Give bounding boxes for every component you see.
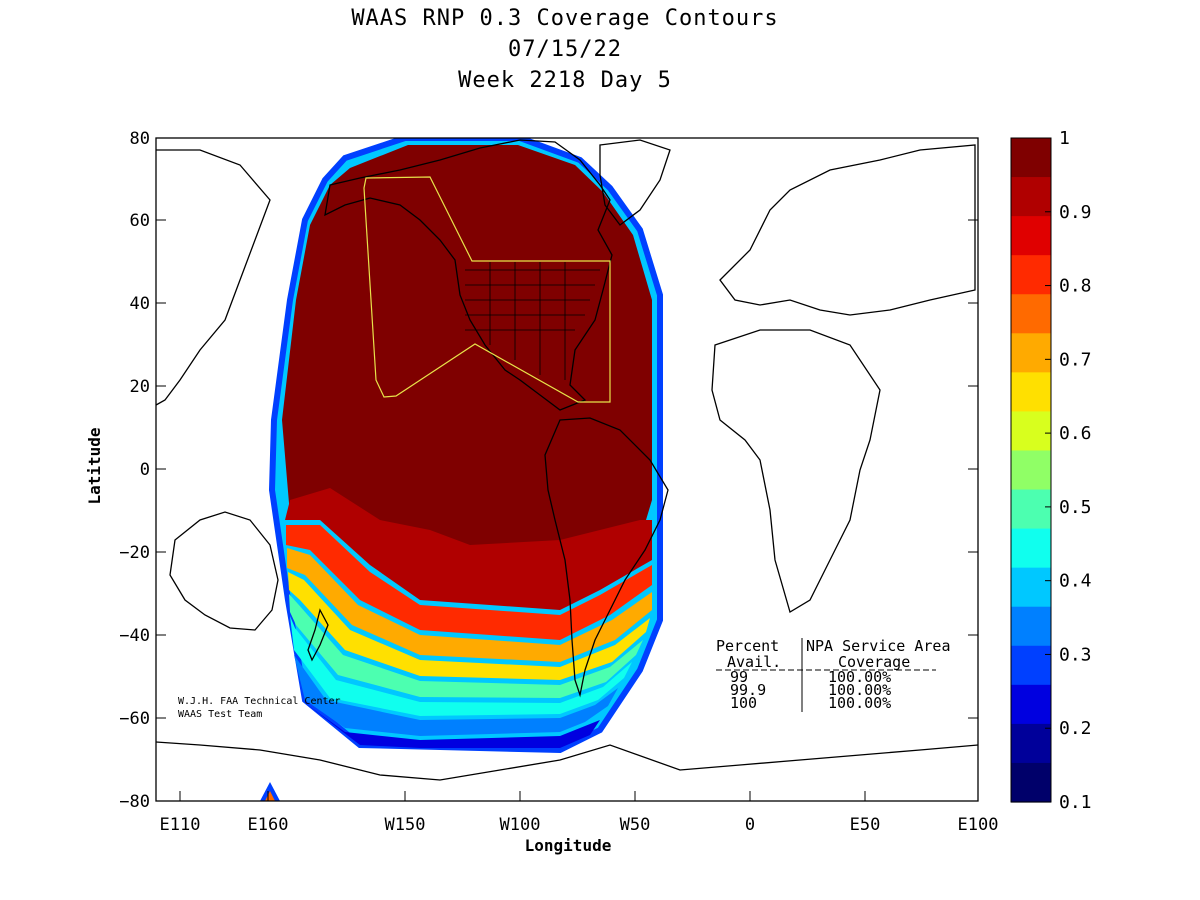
table-row-avail: 100	[730, 694, 757, 712]
table-header-left: Percent	[716, 637, 779, 655]
new-zealand-coast	[307, 608, 329, 662]
colorbar-band	[1011, 489, 1051, 530]
chart-date: 07/15/22	[508, 37, 622, 62]
africa-coast	[711, 329, 881, 613]
colorbar-tick-label: 0.8	[1059, 276, 1092, 297]
colorbar-tick-label: 0.1	[1059, 792, 1092, 813]
colorbar-band	[1011, 723, 1051, 764]
colorbar-band	[1011, 177, 1051, 217]
colorbar-tick-label: 0.6	[1059, 423, 1092, 444]
y-tick-labels: 80 60 40 20 0 −20 −40 −60 −80	[119, 129, 150, 812]
contour-level-02	[305, 703, 600, 748]
colorbar-tick-label: 0.3	[1059, 644, 1092, 665]
table-header-right: NPA Service Area	[806, 637, 951, 655]
axis-ticks	[156, 219, 978, 801]
contour-level-04	[290, 616, 632, 716]
contour-level-09	[285, 488, 652, 610]
us-states	[465, 262, 600, 380]
contour-level-07	[287, 548, 652, 662]
table-sub-right: Coverage	[838, 653, 910, 671]
x-tick-labels: E110 E160 W150 W100 W50 0 E50 E100	[160, 815, 999, 835]
colorbar	[1011, 138, 1051, 803]
colorbar-band	[1011, 762, 1051, 803]
colorbar-band	[1011, 411, 1051, 452]
colorbar-tick-label: 0.2	[1059, 718, 1092, 739]
australia-coast	[169, 511, 279, 631]
table-row-coverage: 100.00%	[828, 681, 891, 699]
asia-coast	[156, 149, 271, 406]
south-america-coast	[544, 417, 669, 698]
x-axis-label: Longitude	[525, 836, 612, 855]
y-tick-label: −20	[119, 543, 150, 563]
coverage-table: Percent NPA Service Area Avail. Coverage…	[716, 637, 951, 712]
x-tick-label: W50	[620, 815, 651, 835]
chart-week-day: Week 2218 Day 5	[458, 68, 672, 93]
contour-level-1	[282, 145, 652, 600]
coastlines	[156, 139, 978, 781]
y-tick-label: 40	[130, 294, 150, 314]
contour-level-06	[288, 572, 650, 680]
europe-coast	[719, 144, 976, 316]
greenland-coast	[599, 139, 671, 226]
x-tick-label: E110	[160, 815, 201, 835]
colorbar-band	[1011, 372, 1051, 413]
colorbar-band	[1011, 645, 1051, 686]
colorbar-tick-label: 0.9	[1059, 202, 1092, 223]
colorbar-tick-label: 0.4	[1059, 571, 1092, 592]
colorbar-band	[1011, 567, 1051, 608]
table-row-avail: 99.9	[730, 681, 766, 699]
colorbar-band	[1011, 216, 1051, 256]
contour-level-08	[286, 525, 652, 640]
north-america-coast	[324, 139, 613, 411]
credit-line2: WAAS Test Team	[178, 709, 262, 720]
colorbar-ticks: 1 0.9 0.8 0.7 0.6 0.5 0.4 0.3 0.2 0.1	[1045, 128, 1092, 813]
table-sub-left: Avail.	[727, 653, 781, 671]
y-tick-label: −80	[119, 792, 150, 812]
colorbar-tick-label: 1	[1059, 128, 1070, 149]
npa-service-area-boundary	[363, 176, 611, 403]
antarctica-coast	[156, 741, 978, 781]
x-tick-label: W150	[385, 815, 426, 835]
table-row-avail: 99	[730, 668, 748, 686]
colorbar-band	[1011, 528, 1051, 569]
y-tick-label: −40	[119, 626, 150, 646]
colorbar-tick-label: 0.7	[1059, 349, 1092, 370]
y-tick-label: −60	[119, 709, 150, 729]
colorbar-band	[1011, 294, 1051, 334]
colorbar-tick-label: 0.5	[1059, 497, 1092, 518]
y-tick-label: 60	[130, 211, 150, 231]
table-row-coverage: 100.00%	[828, 668, 891, 686]
colorbar-frame	[1010, 137, 1052, 803]
colorbar-band	[1011, 450, 1051, 491]
contour-level-05	[289, 594, 643, 698]
colorbar-band	[1011, 606, 1051, 647]
colorbar-band	[1011, 255, 1051, 295]
colorbar-band	[1011, 138, 1051, 178]
x-tick-label: E50	[850, 815, 881, 835]
y-tick-label: 80	[130, 129, 150, 149]
table-row-coverage: 100.00%	[828, 694, 891, 712]
contour-level-03	[294, 655, 618, 736]
colorbar-band	[1011, 333, 1051, 373]
y-axis-label: Latitude	[85, 427, 104, 504]
x-tick-label: E100	[958, 815, 999, 835]
x-tick-label: 0	[745, 815, 755, 835]
y-tick-label: 20	[130, 377, 150, 397]
y-tick-label: 0	[140, 460, 150, 480]
chart-title: WAAS RNP 0.3 Coverage Contours	[351, 6, 779, 31]
colorbar-band	[1011, 684, 1051, 725]
coverage-contours	[260, 138, 663, 801]
x-tick-label: W100	[500, 815, 541, 835]
x-tick-label: E160	[248, 815, 289, 835]
credit-line1: W.J.H. FAA Technical Center	[178, 696, 341, 707]
